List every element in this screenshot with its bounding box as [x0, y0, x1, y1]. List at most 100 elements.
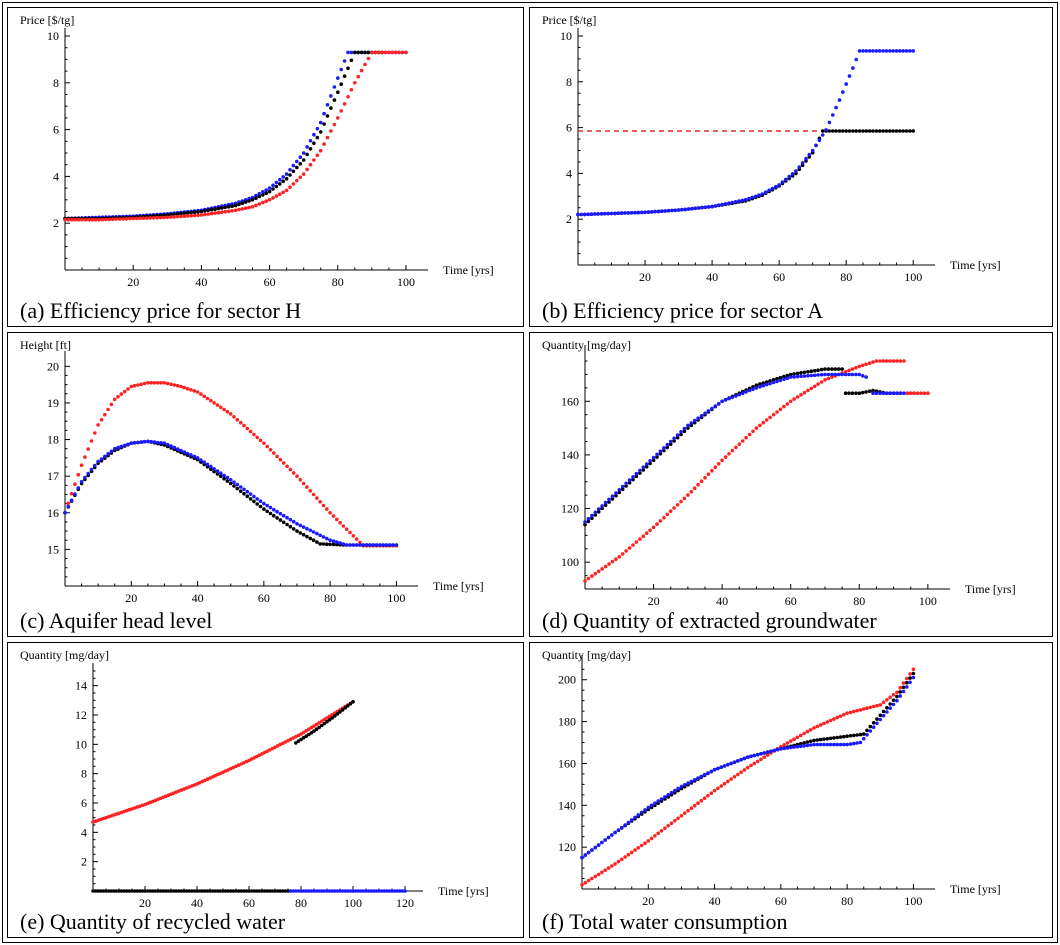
data-point	[620, 825, 624, 830]
data-point	[809, 373, 814, 378]
data-point	[669, 821, 674, 826]
data-point	[854, 391, 858, 395]
data-point	[152, 381, 157, 385]
data-point	[328, 538, 332, 542]
data-point	[156, 889, 160, 893]
data-point	[226, 209, 231, 214]
y-tick-label: 4	[566, 166, 572, 180]
data-point	[311, 530, 316, 534]
data-point	[143, 889, 147, 893]
data-point	[805, 729, 810, 734]
x-tick-label: 80	[332, 275, 344, 289]
data-point	[911, 675, 916, 680]
data-point	[843, 370, 848, 374]
data-point	[871, 721, 876, 725]
data-point	[226, 889, 230, 893]
data-point	[267, 198, 272, 202]
data-point	[387, 889, 392, 893]
data-point	[221, 889, 225, 893]
data-point	[308, 528, 313, 533]
x-tick-label: 60	[773, 270, 785, 284]
data-point	[240, 201, 245, 206]
data-point	[757, 193, 761, 197]
data-point	[308, 147, 313, 151]
data-point	[656, 209, 661, 214]
data-point	[171, 889, 176, 893]
data-point	[867, 49, 872, 53]
data-point	[881, 49, 885, 53]
data-point	[295, 522, 299, 526]
data-point	[278, 889, 283, 893]
data-point	[799, 371, 803, 375]
data-point	[284, 188, 289, 193]
data-point	[782, 377, 786, 382]
data-point	[658, 519, 663, 523]
data-point	[206, 212, 210, 216]
data-point	[366, 889, 371, 893]
data-point	[822, 737, 826, 741]
axes: 20 40 60 80 100 100 120 140 160	[561, 345, 950, 608]
data-point	[732, 760, 737, 764]
data-point	[633, 815, 637, 820]
data-point	[114, 217, 118, 221]
data-point	[107, 217, 112, 222]
data-point	[216, 210, 221, 215]
data-point	[328, 511, 332, 515]
data-point	[341, 524, 346, 528]
data-point	[103, 412, 107, 417]
data-point	[767, 188, 771, 193]
data-point	[96, 889, 100, 893]
data-point	[881, 700, 886, 705]
data-point	[908, 49, 912, 53]
data-point	[203, 889, 207, 893]
panel-d: 20 40 60 80 100 100 120 140 160 Quantity [mg/day]…	[529, 332, 1053, 637]
data-point	[736, 759, 740, 763]
data-point	[145, 889, 150, 893]
data-point	[234, 889, 238, 893]
data-point	[318, 120, 323, 125]
data-point	[871, 704, 876, 709]
data-point	[340, 708, 345, 712]
data-point	[631, 475, 635, 479]
data-point	[858, 740, 863, 745]
data-point	[606, 211, 610, 216]
data-point	[775, 379, 779, 384]
data-point	[322, 111, 326, 116]
data-point	[179, 214, 183, 219]
data-point	[606, 866, 611, 870]
data-point	[789, 739, 793, 743]
data-point	[699, 479, 704, 483]
data-point	[330, 716, 335, 720]
data-point	[819, 367, 824, 372]
data-point	[327, 889, 332, 893]
data-point	[823, 367, 827, 371]
data-point	[888, 129, 892, 133]
data-point	[754, 383, 759, 387]
data-point	[237, 207, 241, 212]
data-point	[278, 182, 282, 186]
data-point	[252, 889, 256, 893]
y-tick-label: 140	[558, 798, 576, 812]
data-point	[734, 394, 738, 398]
data-point	[291, 527, 296, 531]
data-point	[185, 451, 190, 456]
data-point	[264, 191, 269, 195]
data-point	[379, 889, 384, 893]
data-point	[659, 797, 664, 801]
data-point	[278, 518, 283, 522]
data-point	[758, 385, 762, 389]
data-point	[662, 448, 666, 453]
data-point	[885, 710, 889, 714]
data-point	[888, 359, 892, 363]
data-point	[822, 742, 826, 747]
data-point	[668, 439, 673, 444]
caption-e: (e) Quantity of recycled water	[20, 909, 286, 934]
data-point	[603, 564, 608, 569]
data-point	[847, 129, 852, 133]
data-point	[400, 889, 405, 893]
data-point	[333, 889, 337, 893]
data-point	[785, 746, 790, 750]
data-point	[288, 524, 293, 529]
data-point	[662, 515, 666, 520]
data-point	[751, 387, 755, 391]
